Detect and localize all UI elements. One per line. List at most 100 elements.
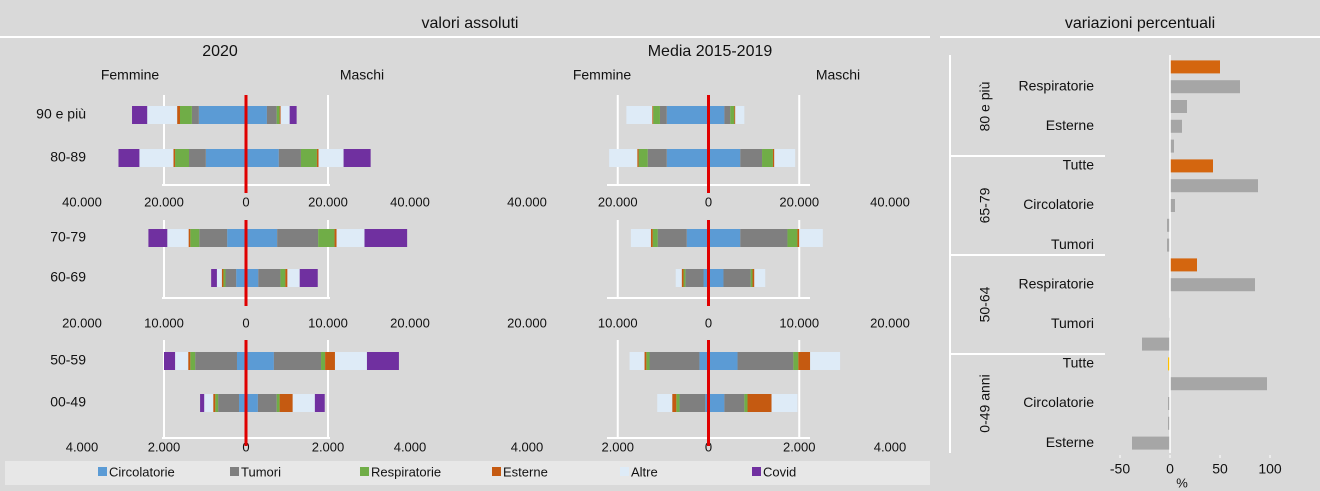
bar-segment	[227, 229, 246, 247]
bar-segment	[318, 229, 335, 247]
bar-segment	[221, 269, 224, 287]
x-tick-label: 0	[705, 194, 712, 209]
bar-segment	[189, 149, 206, 167]
category-label: Tumori	[1051, 315, 1094, 331]
bar-segment	[771, 394, 798, 412]
legend-label: Tumori	[241, 464, 281, 479]
bar-segment	[175, 352, 189, 370]
bar-segment	[148, 229, 168, 247]
side-label: Maschi	[816, 67, 860, 83]
bar-segment	[675, 269, 682, 287]
bar-segment	[139, 149, 174, 167]
x-tick-label: 50	[1212, 461, 1228, 477]
legend-label: Esterne	[503, 464, 548, 479]
bar-segment	[657, 229, 687, 247]
x-tick-label: 20.000	[390, 315, 430, 330]
bar-segment	[299, 269, 318, 287]
x-tick-label: 2.000	[601, 439, 634, 454]
bar-segment	[708, 106, 725, 124]
bar-segment	[646, 352, 650, 370]
bar-segment	[708, 149, 741, 167]
bar-segment	[652, 106, 654, 124]
bar	[1170, 119, 1182, 133]
bar	[1170, 159, 1213, 173]
bar-segment	[325, 352, 335, 370]
bar	[1168, 357, 1170, 371]
bar-segment	[787, 229, 798, 247]
bar-segment	[798, 352, 811, 370]
category-label: Tutte	[1063, 157, 1095, 173]
bar-segment	[747, 394, 772, 412]
legend-label: Altre	[631, 464, 658, 479]
bar-segment	[204, 394, 214, 412]
x-tick-label: 10.000	[598, 315, 638, 330]
bar-segment	[657, 394, 673, 412]
bar-segment	[703, 269, 709, 287]
bar-segment	[292, 394, 315, 412]
bar	[1168, 416, 1170, 430]
bar-segment	[638, 149, 648, 167]
x-tick-label: 0	[705, 315, 712, 330]
bar-segment	[225, 269, 237, 287]
x-tick-label: 10.000	[779, 315, 819, 330]
x-tick-label: 20.000	[507, 315, 547, 330]
bar-segment	[257, 394, 277, 412]
bar-segment	[314, 394, 325, 412]
legend-swatch	[620, 467, 629, 476]
bar-segment	[343, 149, 371, 167]
bar	[1170, 179, 1258, 193]
bar	[1170, 80, 1240, 94]
x-tick-label: 40.000	[507, 194, 547, 209]
bar-segment	[626, 106, 653, 124]
bar-segment	[735, 106, 745, 124]
category-label: 00-49	[50, 394, 86, 410]
bar-segment	[236, 352, 246, 370]
x-tick-label: 2.000	[312, 439, 345, 454]
bar	[1170, 258, 1197, 272]
bar-segment	[752, 269, 755, 287]
bar-segment	[708, 229, 741, 247]
category-label: Tutte	[1063, 355, 1095, 371]
x-tick-label: 100	[1258, 461, 1282, 477]
category-label: Esterne	[1046, 434, 1094, 450]
bar-segment	[774, 149, 796, 167]
bar-segment	[708, 352, 738, 370]
x-tick-label: 20.000	[779, 194, 819, 209]
bar-segment	[173, 149, 176, 167]
bar-segment	[246, 269, 259, 287]
bar-segment	[629, 352, 645, 370]
x-tick-label: 20.000	[870, 315, 910, 330]
category-label: Respiratorie	[1019, 275, 1095, 291]
bar-segment	[278, 149, 301, 167]
bar-segment	[679, 394, 706, 412]
legend-swatch	[98, 467, 107, 476]
legend-label: Respiratorie	[371, 464, 441, 479]
bar-segment	[188, 229, 191, 247]
bar-segment	[190, 352, 196, 370]
bar-segment	[164, 352, 176, 370]
bar-segment	[190, 229, 200, 247]
bar-segment	[649, 352, 700, 370]
bar-segment	[273, 352, 322, 370]
legend-swatch	[230, 467, 239, 476]
bar-segment	[666, 106, 709, 124]
bar-segment	[364, 229, 408, 247]
bar-segment	[175, 149, 190, 167]
bar-segment	[744, 394, 748, 412]
bar-segment	[754, 269, 766, 287]
side-label: Maschi	[340, 67, 384, 83]
bar	[1167, 238, 1170, 252]
bar-segment	[737, 352, 794, 370]
x-tick-label: 20.000	[144, 194, 184, 209]
bar-segment	[740, 149, 763, 167]
bar-segment	[177, 106, 180, 124]
bar-segment	[211, 269, 217, 287]
bar-segment	[799, 229, 823, 247]
bar-segment	[653, 106, 660, 124]
x-tick-label: 20.000	[308, 194, 348, 209]
bar-segment	[246, 229, 278, 247]
bar-segment	[276, 394, 280, 412]
category-label: 50-59	[50, 352, 86, 368]
x-tick-label: 2.000	[148, 439, 181, 454]
bar-segment	[300, 149, 317, 167]
